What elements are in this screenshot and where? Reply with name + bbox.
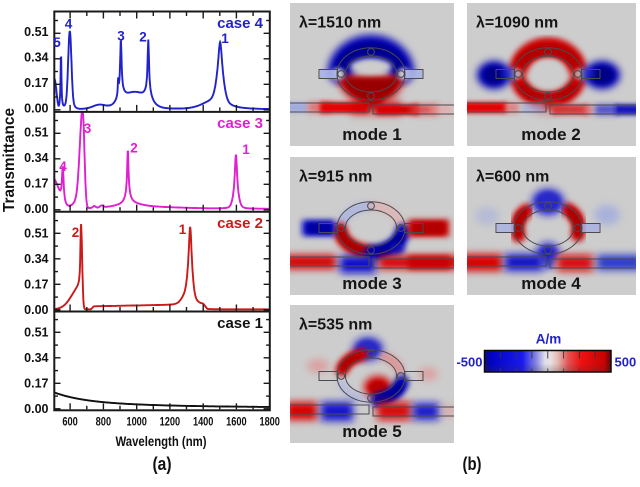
svg-text:1000: 1000 [126, 417, 147, 429]
svg-text:3: 3 [117, 29, 125, 44]
svg-text:800: 800 [96, 417, 112, 429]
svg-text:λ=1090 nm: λ=1090 nm [476, 15, 558, 32]
svg-text:4: 4 [65, 17, 73, 32]
svg-text:5: 5 [53, 35, 61, 50]
svg-text:600: 600 [62, 417, 78, 429]
svg-text:λ=915 nm: λ=915 nm [299, 169, 372, 186]
svg-text:mode 2: mode 2 [521, 125, 581, 144]
svg-text:0.34: 0.34 [24, 351, 48, 365]
svg-text:1: 1 [242, 142, 250, 157]
svg-text:2: 2 [139, 30, 147, 45]
svg-text:0.17: 0.17 [24, 278, 48, 292]
svg-text:0.00: 0.00 [24, 202, 48, 216]
svg-text:mode 1: mode 1 [342, 125, 402, 144]
svg-text:0.17: 0.17 [24, 76, 48, 90]
svg-text:case 2: case 2 [217, 215, 263, 232]
svg-text:1400: 1400 [193, 417, 214, 429]
svg-text:4: 4 [59, 159, 67, 174]
svg-text:1200: 1200 [160, 417, 181, 429]
svg-text:0.51: 0.51 [24, 326, 48, 340]
svg-text:1800: 1800 [259, 417, 280, 429]
svg-text:λ=1510 nm: λ=1510 nm [299, 15, 381, 32]
svg-text:3: 3 [84, 121, 92, 136]
svg-text:0.17: 0.17 [24, 177, 48, 191]
svg-text:mode 4: mode 4 [521, 274, 581, 293]
svg-text:0.00: 0.00 [24, 402, 48, 416]
svg-text:2: 2 [130, 141, 138, 156]
svg-text:0.51: 0.51 [24, 126, 48, 140]
svg-text:0.17: 0.17 [24, 377, 48, 391]
svg-text:1: 1 [221, 31, 229, 46]
svg-text:case 3: case 3 [217, 115, 263, 132]
svg-text:0.00: 0.00 [24, 102, 48, 116]
svg-text:0.34: 0.34 [24, 252, 48, 266]
svg-text:case 1: case 1 [217, 315, 263, 332]
svg-text:λ=600 nm: λ=600 nm [476, 169, 549, 186]
svg-text:-500: -500 [456, 355, 482, 370]
svg-text:case 4: case 4 [217, 15, 264, 32]
svg-text:λ=535 nm: λ=535 nm [299, 317, 372, 334]
svg-text:0.34: 0.34 [24, 151, 48, 165]
svg-text:0.51: 0.51 [24, 227, 48, 241]
svg-text:1600: 1600 [226, 417, 247, 429]
svg-text:0.00: 0.00 [24, 303, 48, 317]
svg-text:1: 1 [179, 222, 187, 237]
svg-text:mode 5: mode 5 [342, 422, 402, 441]
svg-text:(b): (b) [463, 453, 482, 474]
svg-text:500: 500 [615, 355, 637, 370]
svg-text:0.51: 0.51 [24, 25, 48, 39]
svg-text:Transmittance: Transmittance [1, 108, 18, 212]
svg-text:0.34: 0.34 [24, 51, 48, 65]
svg-text:(a): (a) [153, 453, 172, 474]
svg-text:2: 2 [72, 225, 80, 240]
svg-text:A/m: A/m [536, 332, 562, 347]
svg-text:Wavelength (nm): Wavelength (nm) [116, 433, 207, 449]
svg-text:mode 3: mode 3 [342, 274, 402, 293]
